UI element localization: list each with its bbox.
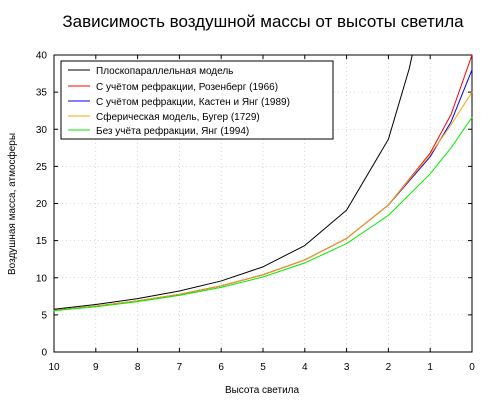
x-tick-label: 5 [260, 362, 266, 373]
tick-marks [53, 54, 473, 353]
x-tick-label: 2 [386, 362, 392, 373]
x-tick-label: 0 [469, 362, 475, 373]
y-tick-label: 30 [36, 125, 48, 136]
y-tick-label: 20 [36, 199, 48, 210]
y-tick-label: 40 [36, 51, 48, 62]
series-lines [53, 54, 473, 312]
x-tick-label: 3 [344, 362, 350, 373]
x-tick-label: 8 [135, 362, 141, 373]
legend-label-rosenberg: С учётом рефракции, Розенберг (1966) [96, 81, 278, 93]
legend-label-young: Без учёта рефракции, Янг (1994) [96, 125, 249, 137]
series-line-4 [53, 116, 473, 312]
y-tick-label: 0 [41, 348, 47, 359]
y-tick-label: 15 [36, 236, 48, 247]
series-line-3 [53, 91, 473, 311]
y-tick-label: 5 [41, 310, 47, 321]
legend-box [60, 60, 334, 140]
x-tick-label: 6 [218, 362, 224, 373]
x-tick-labels: 10 9 8 7 6 5 4 3 2 1 0 [48, 362, 475, 373]
y-tick-labels: 0 5 10 15 20 25 30 35 40 [36, 51, 48, 359]
legend: Плоскопараллельная модель С учётом рефра… [60, 60, 334, 140]
x-tick-label: 9 [93, 362, 99, 373]
legend-label-bouguer: Сферическая модель, Бугер (1729) [96, 111, 260, 123]
legend-label-flat-model: Плоскопараллельная модель [96, 66, 233, 77]
y-axis-label: Воздушная масса, атмосферы [6, 133, 18, 275]
y-tick-label: 25 [36, 162, 48, 173]
x-axis-label: Высота светила [225, 385, 300, 396]
x-tick-label: 10 [48, 362, 60, 373]
chart-title: Зависимость воздушной массы от высоты св… [62, 12, 464, 31]
series-line-0 [53, 54, 413, 310]
x-tick-label: 4 [302, 362, 308, 373]
x-tick-label: 1 [427, 362, 433, 373]
y-tick-label: 35 [36, 88, 48, 99]
legend-label-kasten-young: С учётом рефракции, Кастен и Янг (1989) [96, 96, 290, 108]
x-tick-label: 7 [177, 362, 183, 373]
y-tick-label: 10 [36, 273, 48, 284]
